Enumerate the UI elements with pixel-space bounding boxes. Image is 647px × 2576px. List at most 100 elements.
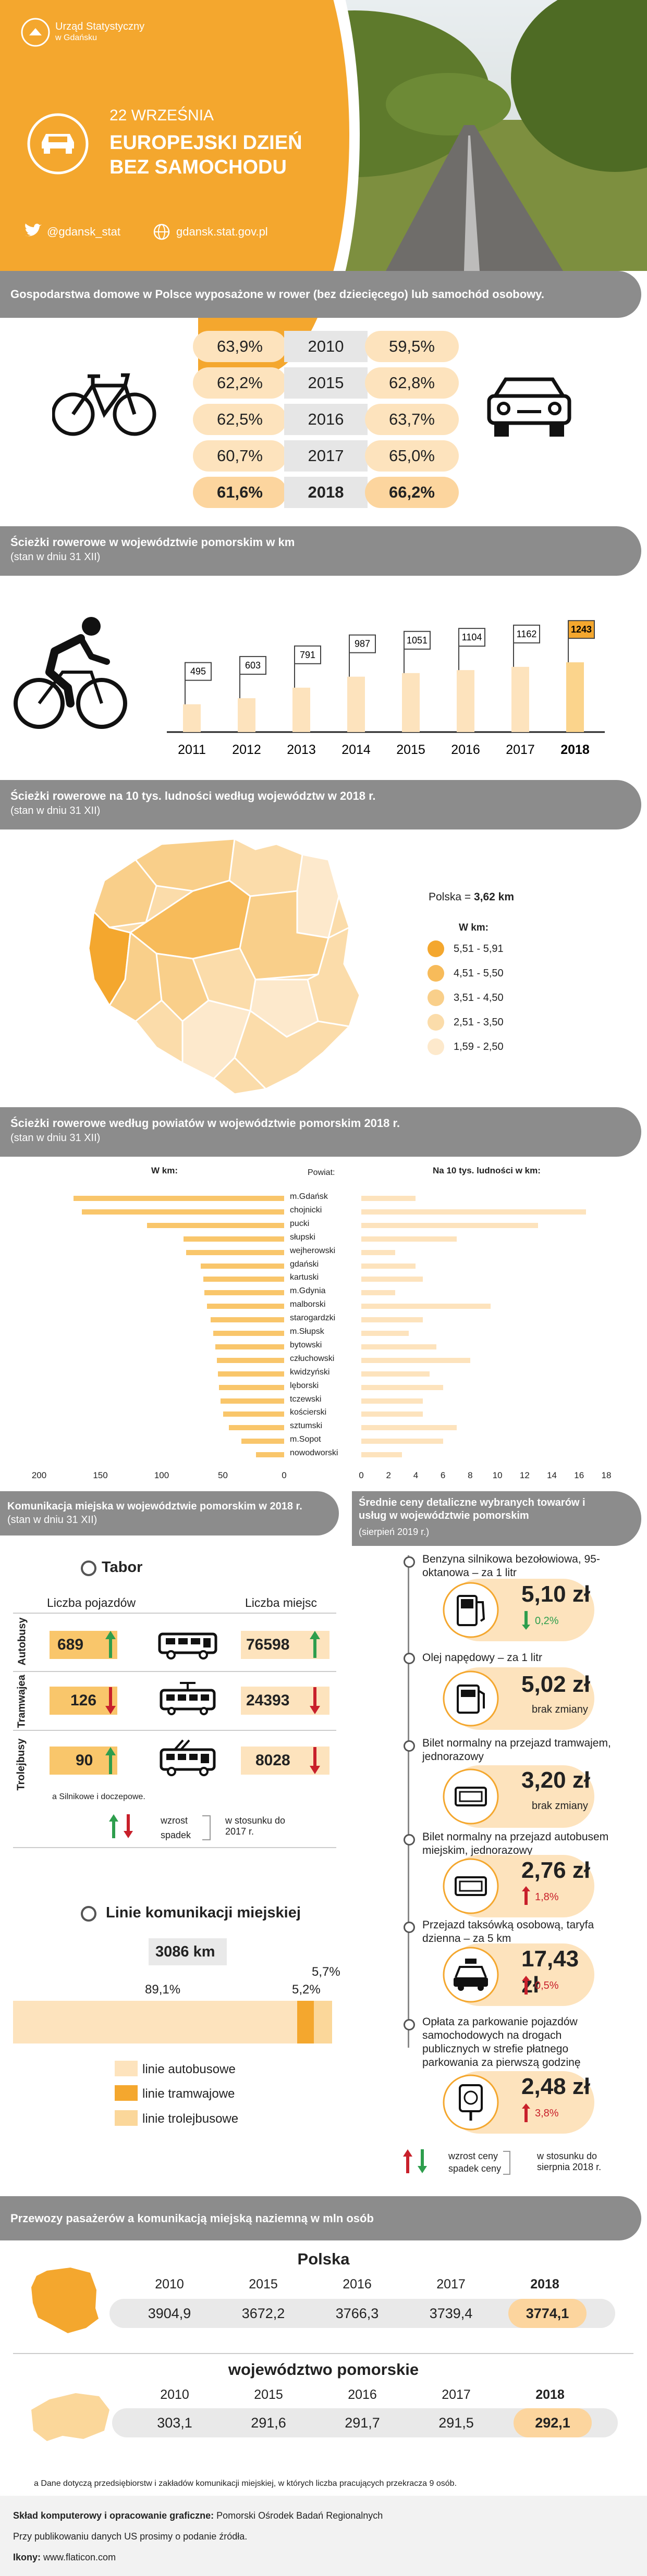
tick-label: 0 [282,1470,287,1480]
event-title-line1: EUROPEJSKI DZIEŃ [109,132,302,154]
org-name-line1: Urząd Statystyczny [55,21,145,32]
households-band: Gospodarstwa domowe w Polsce wyposażone … [0,271,641,318]
fuel-pump-icon [443,1582,499,1638]
poland-voivodeship-map [88,837,361,1095]
price-description: Benzyna silnikowa bezołowiowa, 95-oktano… [422,1553,600,1579]
footer [0,2496,647,2576]
bar-km [220,1398,284,1404]
bar-km [211,1317,284,1323]
col-seats: Liczba miejsc [245,1596,318,1609]
car-front-icon [487,377,571,437]
legend-swatch [428,965,444,982]
tick-label: 16 [574,1470,584,1480]
prices-subtitle: (sierpień 2019 r.) [359,1527,430,1537]
poland-map-icon [31,2268,99,2333]
vehicles-box [50,1631,117,1659]
bar-per-10k [361,1249,396,1255]
bar-per-10k [361,1290,396,1296]
bar-km [223,1411,284,1417]
arrow-up-icon [522,1886,530,1905]
highlight-pill [508,2299,587,2328]
price-description: Opłata za parkowanie pojazdów samochodow… [422,2016,581,2069]
price-value: 17,43 zł [521,1946,579,1998]
bicycle-icon [52,373,156,436]
org-name-line2: w Gdańsku [55,33,97,42]
tabor-footnote: a Silnikowe i doczepowe. [52,1792,145,1801]
trolleybus-icon [160,1739,216,1776]
data-label: 1162 [517,629,537,639]
powiat-label: kwidzyński [290,1367,330,1377]
car-value: 63,7% [365,404,459,435]
taxi-icon [443,1947,499,2003]
bike-value: 60,7% [193,440,287,472]
bar-per-10k [361,1263,416,1269]
legend-swatch [428,989,444,1006]
tick-label: 2018 [560,742,590,757]
tick-label: 8 [468,1470,473,1480]
bar-tram [297,2001,314,2044]
transport-band [0,1491,339,1535]
prices-band [352,1491,641,1546]
poland-total: Polska = 3,62 km [429,891,514,903]
bar [566,662,584,732]
passenger-value: 3739,4 [429,2306,473,2321]
footer-credit-label: Skład komputerowy i opracowanie graficzn… [13,2510,214,2521]
tick-label: 50 [218,1470,228,1480]
globe-icon [153,224,170,240]
footer-line1: Skład komputerowy i opracowanie graficzn… [13,2510,383,2521]
bar-per-10k [361,1384,443,1390]
bar-per-10k [361,1222,539,1228]
legend-label: 4,51 - 5,50 [454,968,504,979]
timeline-dot [404,1922,415,1933]
passenger-value: 292,1 [535,2415,570,2431]
row-divider [13,1847,336,1848]
map-legend-title: W km: [459,922,489,933]
vehicles-value: 90 [76,1752,93,1769]
timeline-dot [81,1561,96,1576]
flag [568,620,595,639]
passenger-value: 291,7 [345,2415,380,2431]
bar-km [186,1249,284,1255]
tram-icon [160,1682,216,1715]
lines-total-box [149,1938,227,1965]
footer-icons-link[interactable]: www.flaticon.com [41,2552,116,2562]
bar-bus [13,2001,297,2044]
price-change: brak zmiany [532,1704,588,1715]
bar-per-10k [361,1331,409,1336]
tick-label: 200 [31,1470,47,1480]
legend-label: 3,51 - 4,50 [454,992,504,1004]
tick-label: 10 [492,1470,503,1480]
arrow-down-icon [310,1687,320,1714]
vehicles-value: 689 [57,1636,84,1653]
bar [511,666,529,732]
bar-per-10k [361,1398,423,1404]
tick-label: 2013 [287,742,316,757]
bar-per-10k [361,1277,423,1282]
tick-label: 2012 [232,742,261,757]
footer-credit-value: Pomorski Ośrodek Badań Regionalnych [214,2510,383,2521]
bar-km [229,1425,284,1431]
price-description: Olej napędowy – za 1 litr [422,1652,542,1664]
lines-total: 3086 km [155,1943,215,1960]
legend-swatch [115,2085,138,2101]
website-link[interactable]: gdansk.stat.gov.pl [176,225,268,238]
year-label: 2010 [284,331,368,362]
bar [292,687,310,732]
bar [402,673,420,732]
legend-label: 1,59 - 2,50 [454,1041,504,1052]
data-label: 791 [300,650,315,660]
timeline-dot [404,1834,415,1846]
twitter-handle[interactable]: @gdansk_stat [47,225,120,238]
flag [239,656,266,675]
legend-label: 5,51 - 5,91 [454,943,504,955]
timeline-line [408,1555,409,2048]
cyclist-icon [14,617,127,729]
bus-icon [158,1632,217,1659]
year-label: 2010 [155,2277,184,2292]
tick-label: 4 [413,1470,419,1480]
map-title: Ścieżki rowerowe na 10 tys. ludności wed… [10,789,376,802]
price-change: 3,8% [535,2108,559,2119]
prices-title: Średnie ceny detaliczne wybranych towaró… [359,1497,585,1521]
transport-title-normal: (stan w dniu 31 XII) [7,1514,97,1526]
poland-total-value: 3,62 km [473,891,515,903]
